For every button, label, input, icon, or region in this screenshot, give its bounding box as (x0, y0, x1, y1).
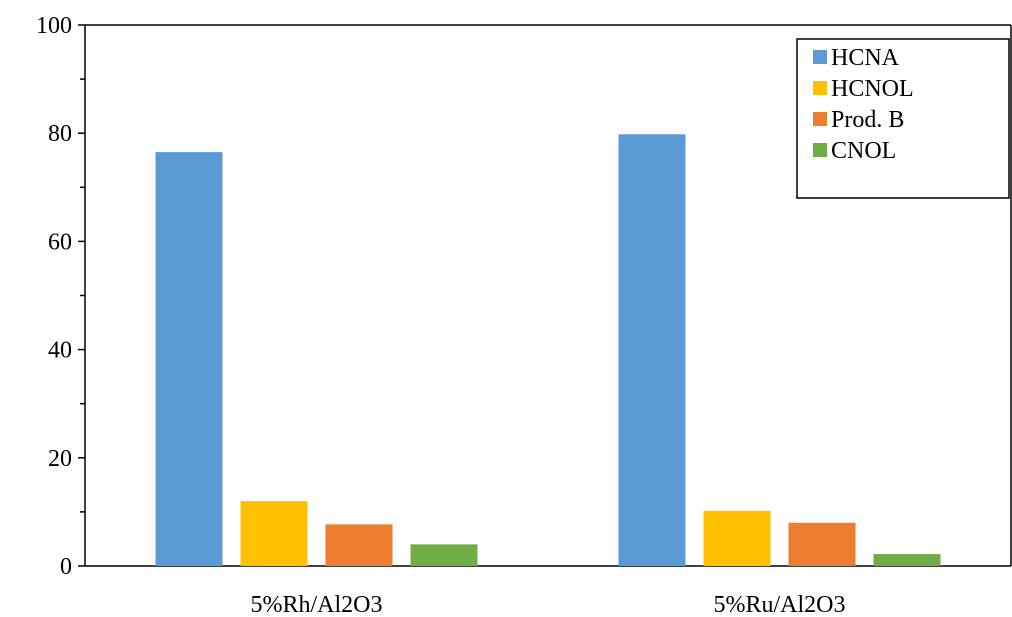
x-axis-labels: 5%Rh/Al2O3 5%Ru/Al2O3 (251, 592, 846, 617)
y-tick-label: 60 (48, 229, 72, 255)
x-category-label: 5%Ru/Al2O3 (714, 592, 846, 617)
bars (155, 134, 941, 567)
y-tick-label: 20 (48, 446, 72, 472)
legend-box (796, 38, 1010, 199)
bar-prod-b-1 (325, 524, 393, 566)
legend: HCNA HCNOL Prod. B CNOL (796, 38, 1010, 199)
y-tick-label: 0 (60, 554, 72, 580)
legend-label: HCNOL (831, 76, 914, 102)
legend-swatch (813, 143, 827, 157)
legend-swatch (813, 50, 827, 64)
x-category-label: 5%Rh/Al2O3 (251, 592, 383, 617)
bar-hcna-1 (155, 152, 223, 566)
y-tick-label: 100 (36, 13, 72, 39)
legend-label: CNOL (831, 138, 896, 164)
bar-hcna-2 (618, 134, 686, 567)
bar-cnol-2 (873, 554, 941, 566)
y-tick-label: 80 (48, 121, 72, 147)
y-axis-ticks: 0 20 40 60 80 100 (36, 13, 85, 580)
bar-cnol-1 (410, 544, 478, 566)
legend-swatch (813, 112, 827, 126)
bar-prod-b-2 (788, 522, 856, 566)
legend-label: HCNA (831, 45, 900, 71)
bar-hcnol-1 (240, 501, 308, 566)
legend-swatch (813, 81, 827, 95)
y-tick-label: 40 (48, 338, 72, 364)
legend-label: Prod. B (831, 107, 904, 133)
bar-hcnol-2 (703, 510, 771, 566)
